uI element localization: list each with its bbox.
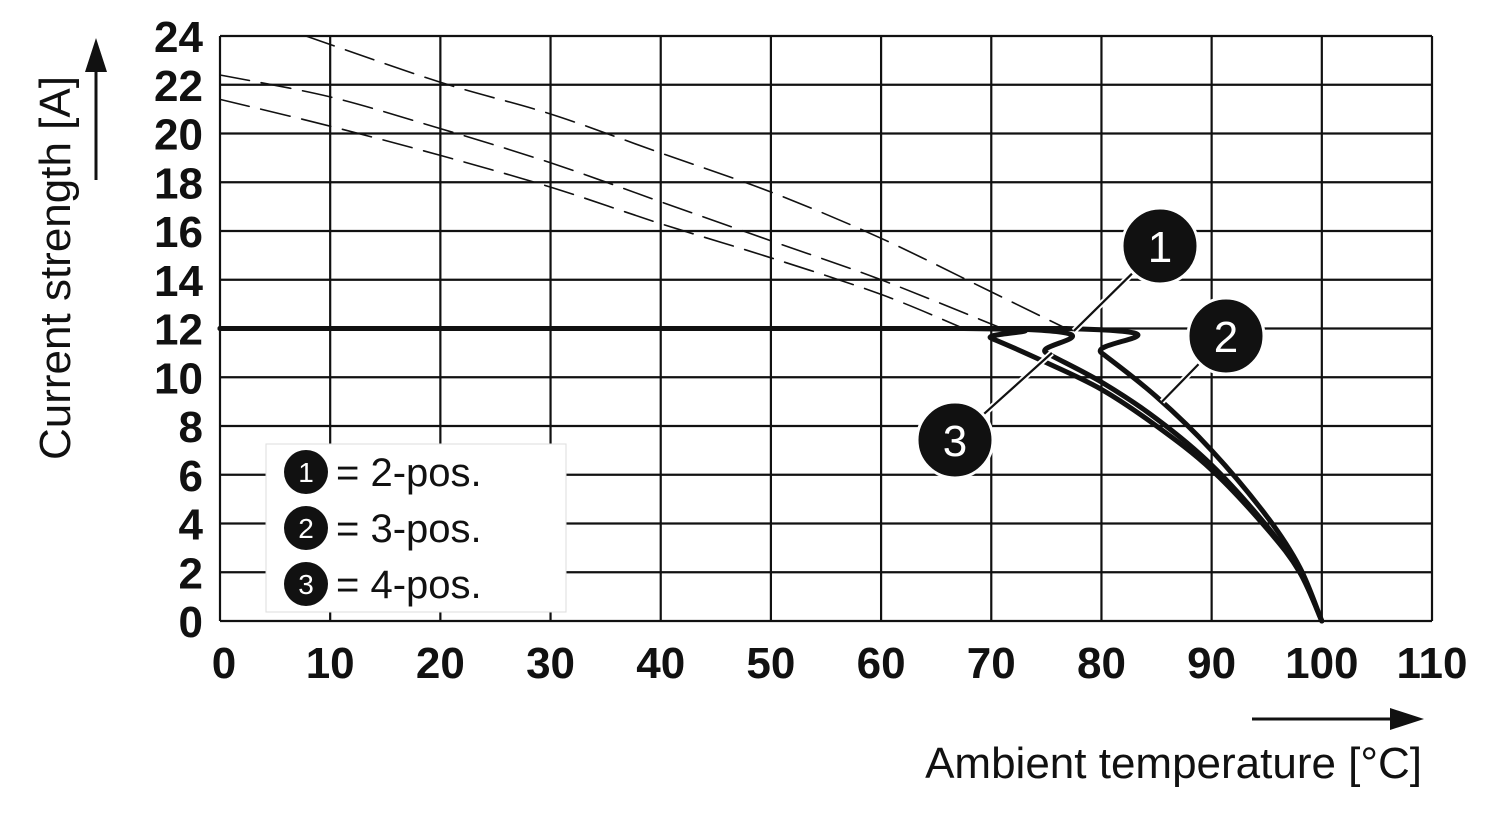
y-tick-label: 2 xyxy=(179,549,203,598)
dashed-curve-3 xyxy=(219,98,965,330)
y-tick-label: 18 xyxy=(154,159,203,208)
x-axis-title: Ambient temperature [°C] xyxy=(925,739,1422,788)
callout-leader-1 xyxy=(1073,271,1134,332)
x-tick-label: 40 xyxy=(636,639,685,688)
y-tick-label: 22 xyxy=(154,62,203,111)
legend-label: = 4-pos. xyxy=(336,563,482,607)
x-tick-label: 20 xyxy=(416,639,465,688)
legend-badge-number: 3 xyxy=(298,569,314,600)
y-tick-label: 16 xyxy=(154,208,203,257)
y-axis-title: Current strength [A] xyxy=(31,76,80,460)
solid-curve-1 xyxy=(217,326,1325,624)
dashed-curve-1 xyxy=(305,35,1067,330)
legend-badge-2 xyxy=(284,506,328,550)
y-tick-label: 8 xyxy=(179,403,203,452)
x-tick-label: 100 xyxy=(1285,639,1358,688)
legend: 1 = 2-pos. 2 = 3-pos. 3 = 4-pos. xyxy=(265,443,567,613)
y-tick-label: 6 xyxy=(179,452,203,501)
x-tick-label: 90 xyxy=(1187,639,1236,688)
solid-curve-3 xyxy=(217,326,1325,624)
callout-badge-1 xyxy=(1120,206,1200,286)
y-tick-label: 4 xyxy=(179,501,204,550)
y-tick-label: 24 xyxy=(154,13,203,62)
x-tick-label: 10 xyxy=(306,639,355,688)
y-tick-label: 0 xyxy=(179,598,203,647)
y-tick-label: 14 xyxy=(154,257,203,306)
callout-badge-2 xyxy=(1186,296,1266,376)
y-tick-label: 20 xyxy=(154,111,203,160)
y-tick-label: 10 xyxy=(154,354,203,403)
callout-number: 2 xyxy=(1214,313,1238,362)
x-tick-labels: 0 10 20 30 40 50 60 70 80 90 100 110 xyxy=(212,639,1468,688)
callout-leader-2 xyxy=(1161,362,1201,403)
legend-badge-number: 1 xyxy=(298,457,314,488)
legend-badge-3 xyxy=(284,562,328,606)
grid xyxy=(218,34,1434,623)
callout-number: 3 xyxy=(943,417,967,466)
x-tick-label: 110 xyxy=(1397,639,1468,688)
callout-leader-3 xyxy=(982,352,1053,416)
y-axis-arrow-head xyxy=(85,38,107,72)
x-tick-label: 0 xyxy=(212,639,236,688)
curve-callouts: 12 3 xyxy=(915,206,1266,480)
x-tick-label: 60 xyxy=(857,639,906,688)
x-axis-arrow-head xyxy=(1390,708,1424,730)
x-tick-label: 80 xyxy=(1077,639,1126,688)
curves xyxy=(217,35,1325,624)
legend-badge-number: 2 xyxy=(298,513,314,544)
x-tick-label: 30 xyxy=(526,639,575,688)
dashed-curve-2 xyxy=(219,74,1004,330)
x-tick-label: 50 xyxy=(746,639,795,688)
legend-label: = 2-pos. xyxy=(336,451,482,495)
legend-badge-1 xyxy=(284,450,328,494)
callout-number: 1 xyxy=(1148,223,1172,272)
x-tick-label: 70 xyxy=(967,639,1016,688)
x-axis-title-group: Ambient temperature [°C] xyxy=(925,708,1424,788)
legend-label: = 3-pos. xyxy=(336,507,482,551)
y-tick-label: 12 xyxy=(154,306,203,355)
callout-badge-3 xyxy=(915,400,995,480)
y-axis-title-group: Current strength [A] xyxy=(31,38,107,460)
